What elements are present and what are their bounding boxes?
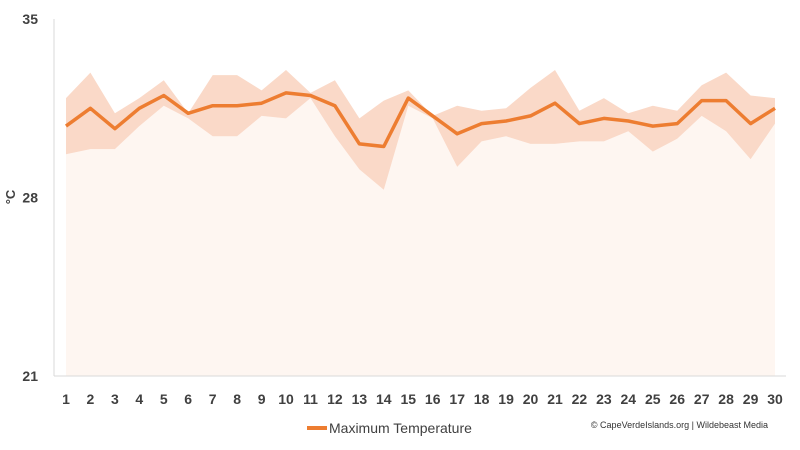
x-tick-label: 16 [425,391,441,407]
x-tick-label: 24 [621,391,637,407]
data-point [651,124,655,128]
data-point [577,122,581,126]
data-point [455,132,459,136]
data-point [211,104,215,108]
legend-label-maximum-temperature: Maximum Temperature [329,420,472,436]
data-point [186,111,190,115]
data-point [333,104,337,108]
x-tick-label: 26 [669,391,685,407]
x-tick-label: 11 [303,391,318,407]
data-point [357,142,361,146]
x-tick-label: 6 [184,391,192,407]
data-point [162,94,166,98]
x-tick-label: 13 [352,391,368,407]
x-tick-label: 3 [111,391,119,407]
data-point [675,122,679,126]
x-tick-label: 14 [376,391,392,407]
credit-text: © CapeVerdeIslands.org | Wildebeast Medi… [591,420,768,430]
x-tick-label: 7 [209,391,217,407]
data-point [137,106,141,110]
y-tick-labels: 21 28 35 [22,11,38,384]
x-tick-label: 17 [449,391,465,407]
data-point [724,99,728,103]
data-point [260,101,264,105]
data-point [406,96,410,100]
x-tick-label: 20 [523,391,539,407]
x-tick-labels: 1 2 3 4 5 6 7 8 9 10 11 12 13 14 15 16 17 18 19 20 21 22 23 24 2… [62,391,783,407]
data-point [773,106,777,110]
legend: Maximum Temperature [307,420,472,436]
x-tick-label: 18 [474,391,490,407]
x-tick-label: 23 [596,391,612,407]
data-point [700,99,704,103]
data-point [431,114,435,118]
x-tick-label: 4 [135,391,143,407]
x-tick-label: 28 [718,391,734,407]
x-tick-label: 1 [62,391,70,407]
x-tick-label: 27 [694,391,710,407]
temperature-range-band [66,70,775,190]
x-tick-label: 21 [547,391,563,407]
data-point [382,145,386,149]
max-temperature-line-layer [64,91,777,149]
series-line-maximum-temperature [64,91,776,149]
x-tick-label: 30 [767,391,783,407]
data-point [64,124,68,128]
x-tick-label: 19 [498,391,514,407]
data-point [749,122,753,126]
y-axis-label: °C [3,189,18,204]
x-tick-label: 12 [327,391,343,407]
band-base-area [66,98,775,376]
x-tick-label: 15 [401,391,417,407]
data-point [235,104,239,108]
temperature-range-band-layer [66,70,775,376]
x-tick-label: 10 [278,391,294,407]
data-point [88,106,92,110]
data-point [602,116,606,120]
data-point [529,114,533,118]
x-tick-label: 8 [233,391,241,407]
data-point [113,127,117,131]
y-tick-label: 28 [22,190,38,206]
data-point [284,91,288,95]
data-point [553,101,557,105]
x-tick-label: 9 [258,391,266,407]
data-point [504,119,508,123]
x-tick-label: 25 [645,391,661,407]
x-tick-label: 29 [743,391,759,407]
x-tick-label: 2 [87,391,95,407]
data-point [626,119,630,123]
y-tick-label: 21 [22,368,38,384]
y-tick-label: 35 [22,11,38,27]
x-tick-label: 22 [572,391,588,407]
data-point [309,94,313,98]
data-point [480,122,484,126]
x-tick-label: 5 [160,391,168,407]
